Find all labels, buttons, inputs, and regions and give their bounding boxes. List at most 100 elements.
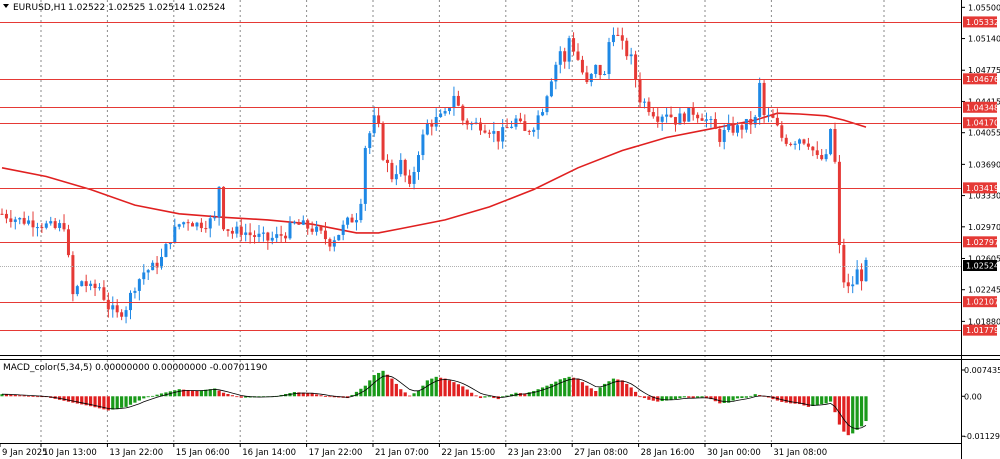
time-label: 17 Jan 22:00 [309,448,363,458]
candle [430,119,434,136]
candle [128,290,132,320]
candle [217,186,221,226]
macd-bar [797,396,802,405]
candle [576,43,580,61]
candle [514,114,518,130]
candle [554,61,558,90]
candle [146,268,150,281]
macd-bar [607,381,611,397]
candle [580,55,584,75]
macd-bar [381,370,385,397]
candle [102,280,106,302]
candle [137,278,141,301]
candle [279,225,283,243]
macd-bar [594,390,598,397]
candle [208,215,212,238]
candle [744,118,748,133]
macd-bar [310,393,314,397]
time-label: 13 Jan 22:00 [109,448,163,458]
price-tick-label: 1.04055 [968,129,1000,138]
macd-bar [523,393,527,397]
candle [673,116,677,132]
candle [40,223,44,234]
chevron-down-icon[interactable] [3,4,9,8]
macd-bar [186,390,190,397]
macd-bar [0,394,4,397]
candle [700,113,704,122]
macd-bar [115,396,119,409]
macd-bar [532,390,536,397]
candle [864,257,868,282]
candle [691,102,695,121]
svg-text:1.02797: 1.02797 [966,238,999,247]
candle [399,153,403,177]
candle [385,154,389,173]
macd-bar [749,395,753,397]
time-label: 30 Jan 00:00 [707,448,761,458]
macd-bar [195,390,199,397]
macd-bar [363,385,367,397]
candle [634,50,638,88]
price-tick-label: 1.02245 [968,286,1000,295]
macd-bar [443,378,447,397]
candle [572,32,576,56]
macd-bar [722,396,726,403]
candle [851,276,855,294]
macd-bar [151,395,155,397]
macd-bar [319,395,323,397]
level-label: 1.03419 [963,182,999,194]
candle [222,186,226,232]
candle [93,279,97,297]
macd-bar [408,395,412,397]
candle [4,209,8,224]
macd-bar [434,376,438,397]
candle [567,35,571,70]
macd-bar [385,374,390,397]
candle [603,70,607,76]
macd-bar [221,392,226,397]
macd-label: MACD_color(5,34,5) 0.00000000 0.00000000… [3,363,268,373]
macd-bar [598,387,602,397]
candle [394,165,398,186]
candle [239,218,243,242]
macd-bar [642,396,647,399]
macd-bar [549,383,554,397]
candle [22,211,26,226]
moving-average-line [1,112,867,234]
level-label: 1.02107 [963,296,999,308]
candle [160,248,164,270]
macd-bar [802,396,806,406]
macd-bar [828,396,833,402]
candle [191,221,195,227]
macd-bar [660,396,664,402]
candle [346,216,350,229]
candle [182,221,186,228]
macd-bar [483,396,487,398]
candle [341,220,345,241]
candle [642,98,646,109]
level-label: 1.01779 [963,324,999,336]
price-tick-label: 1.05500 [968,3,1000,12]
macd-bar [199,390,203,397]
candle [186,219,190,231]
macd-bar [354,391,359,397]
candle [696,112,700,123]
candle [235,221,239,238]
macd-bar [230,395,234,397]
candle [510,120,514,129]
candle [607,37,611,80]
candle [837,155,841,254]
candle [177,223,181,230]
macd-bar [780,396,784,402]
price-tick-label: 1.01880 [968,317,1000,326]
macd-bar [173,390,177,397]
candle [767,106,771,123]
candle [142,264,146,285]
macd-bar [855,396,859,430]
macd-bar [691,396,695,399]
macd-bar [727,396,731,403]
macd-bar [474,395,478,397]
candle [456,90,460,107]
